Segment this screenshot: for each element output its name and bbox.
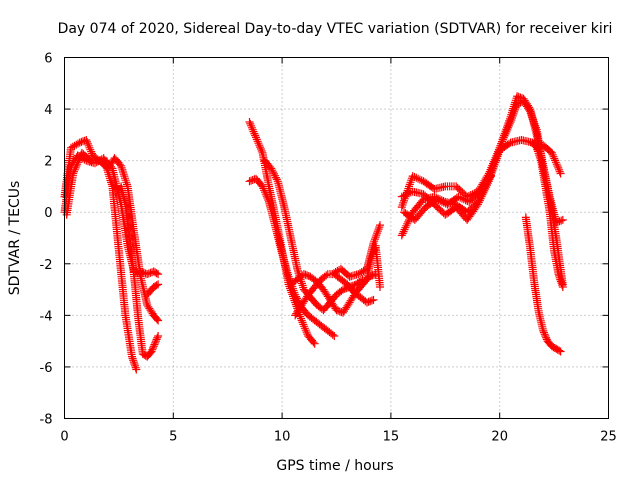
x-tick-labels: 0 5 10 15 20 25 <box>60 430 616 445</box>
series-markers <box>397 136 565 224</box>
grid <box>64 57 609 419</box>
plot-frame <box>64 57 609 419</box>
series-track-18 <box>521 213 565 356</box>
series-markers <box>245 174 339 340</box>
y-tick-label: -4 <box>40 309 53 324</box>
y-tick-label: 0 <box>44 206 52 221</box>
series-markers <box>117 182 163 361</box>
series-markers <box>400 172 495 224</box>
y-tick-labels: -8 -6 -4 -2 0 2 4 6 <box>40 52 53 428</box>
series-markers <box>143 280 163 299</box>
series-markers <box>528 138 567 291</box>
series-track-13 <box>363 241 384 291</box>
series-markers <box>62 148 163 325</box>
series-track-17 <box>400 172 495 224</box>
series-track-3 <box>62 148 163 325</box>
data-points <box>60 92 567 374</box>
x-axis-label: GPS time / hours <box>276 458 393 474</box>
x-tick-label: 0 <box>60 430 68 445</box>
series-track-5 <box>136 267 163 279</box>
y-tick-label: -8 <box>40 413 53 428</box>
series-track-4 <box>117 182 163 361</box>
y-tick-label: 6 <box>44 52 52 67</box>
x-tick-label: 25 <box>600 430 617 445</box>
y-tick-label: -6 <box>40 361 53 376</box>
y-tick-label: 4 <box>44 103 52 118</box>
series-markers <box>521 213 565 356</box>
series-markers <box>363 241 384 291</box>
x-tick-label: 5 <box>169 430 177 445</box>
series-markers <box>136 267 163 279</box>
x-tick-label: 10 <box>274 430 291 445</box>
series-track-16 <box>397 136 565 224</box>
x-tick-label: 20 <box>491 430 508 445</box>
x-tick-label: 15 <box>383 430 400 445</box>
series-track-6 <box>143 280 163 299</box>
y-axis-label: SDTVAR / TECUs <box>7 181 23 296</box>
chart-title: Day 074 of 2020, Sidereal Day-to-day VTE… <box>58 21 613 37</box>
y-tick-label: -2 <box>40 258 53 273</box>
y-tick-label: 2 <box>44 155 52 170</box>
series-track-8 <box>245 174 339 340</box>
series-track-19 <box>528 138 567 291</box>
